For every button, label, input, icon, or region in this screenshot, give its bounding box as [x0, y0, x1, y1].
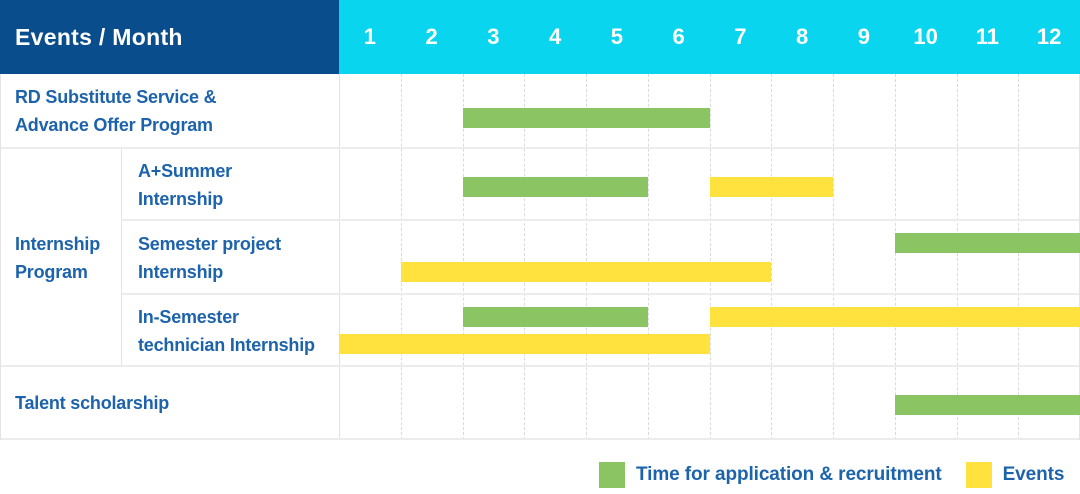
row-label-line: Internship: [138, 188, 224, 209]
row-label-line: In-Semester: [138, 306, 239, 327]
row-label-line: A+Summer: [138, 160, 232, 181]
month-grid-column: [771, 74, 833, 440]
recruitment-legend-label: Time for application & recruitment: [636, 464, 942, 485]
month-grid-column: [709, 74, 772, 440]
group-column-divider: [121, 149, 122, 366]
month-header-cell: 3: [487, 24, 500, 49]
month-grid-column: [833, 74, 895, 440]
row-label-line: Talent scholarship: [15, 393, 170, 413]
row-label-semester-project-internship: Semester project Internship: [122, 221, 339, 294]
month-grid-column: [340, 74, 401, 440]
row-divider: [122, 219, 1080, 221]
row-divider: [122, 293, 1080, 295]
legend: Time for application & recruitment Event…: [599, 462, 1064, 488]
row-label-line: RD Substitute Service &: [15, 87, 217, 107]
month-header-cell: 8: [796, 24, 809, 49]
row-divider: [0, 365, 1080, 367]
row-label-a-plus-summer-internship: A+Summer Internship: [122, 149, 339, 220]
table-left-border: [0, 74, 1, 440]
row-divider: [0, 147, 1080, 149]
month-header-cell: 10: [913, 24, 938, 49]
row-label-line: Semester project: [138, 233, 281, 254]
events-month-title: Events / Month: [15, 23, 183, 50]
events-legend-label: Events: [1002, 464, 1065, 485]
month-header-cell: 7: [734, 24, 747, 49]
month-grid-column: [1018, 74, 1080, 440]
group-label-line: Program: [15, 261, 88, 282]
group-label-internship-program: Internship Program: [0, 149, 121, 366]
row-label-line: Advance Offer Program: [15, 115, 213, 135]
month-grid: [339, 74, 1080, 440]
month-header-cell: 9: [857, 24, 870, 49]
group-label-line: Internship: [15, 233, 101, 254]
row-label-rd-substitute: RD Substitute Service & Advance Offer Pr…: [0, 74, 339, 148]
month-header-cell: 6: [672, 24, 685, 49]
month-grid-column: [524, 74, 586, 440]
month-grid-column: [586, 74, 648, 440]
month-grid-column: [400, 74, 463, 440]
month-grid-column: [956, 74, 1019, 440]
month-header-cell: 12: [1036, 24, 1062, 49]
events-legend-swatch: [965, 462, 992, 488]
recruitment-legend-swatch: [599, 462, 625, 488]
month-grid-column: [462, 74, 525, 440]
month-grid-column: [647, 74, 710, 440]
month-header-row: 1 2 3 4 5 6 7 8 9 10 11 12: [339, 0, 1080, 74]
month-header-cell: 11: [975, 24, 999, 49]
month-header-cell: 1: [363, 24, 376, 49]
table-bottom-border: [0, 438, 1080, 440]
month-header-cell: 4: [549, 24, 562, 49]
events-month-header-cell: Events / Month: [0, 0, 339, 74]
row-label-line: Internship: [138, 261, 224, 282]
month-header-cell: 2: [425, 24, 438, 49]
month-header-cell: 5: [610, 24, 623, 49]
row-label-in-semester-technician-internship: In-Semester technician Internship: [122, 295, 339, 366]
row-label-talent-scholarship: Talent scholarship: [0, 367, 339, 439]
month-grid-column: [894, 74, 957, 440]
row-label-line: technician Internship: [138, 334, 315, 355]
